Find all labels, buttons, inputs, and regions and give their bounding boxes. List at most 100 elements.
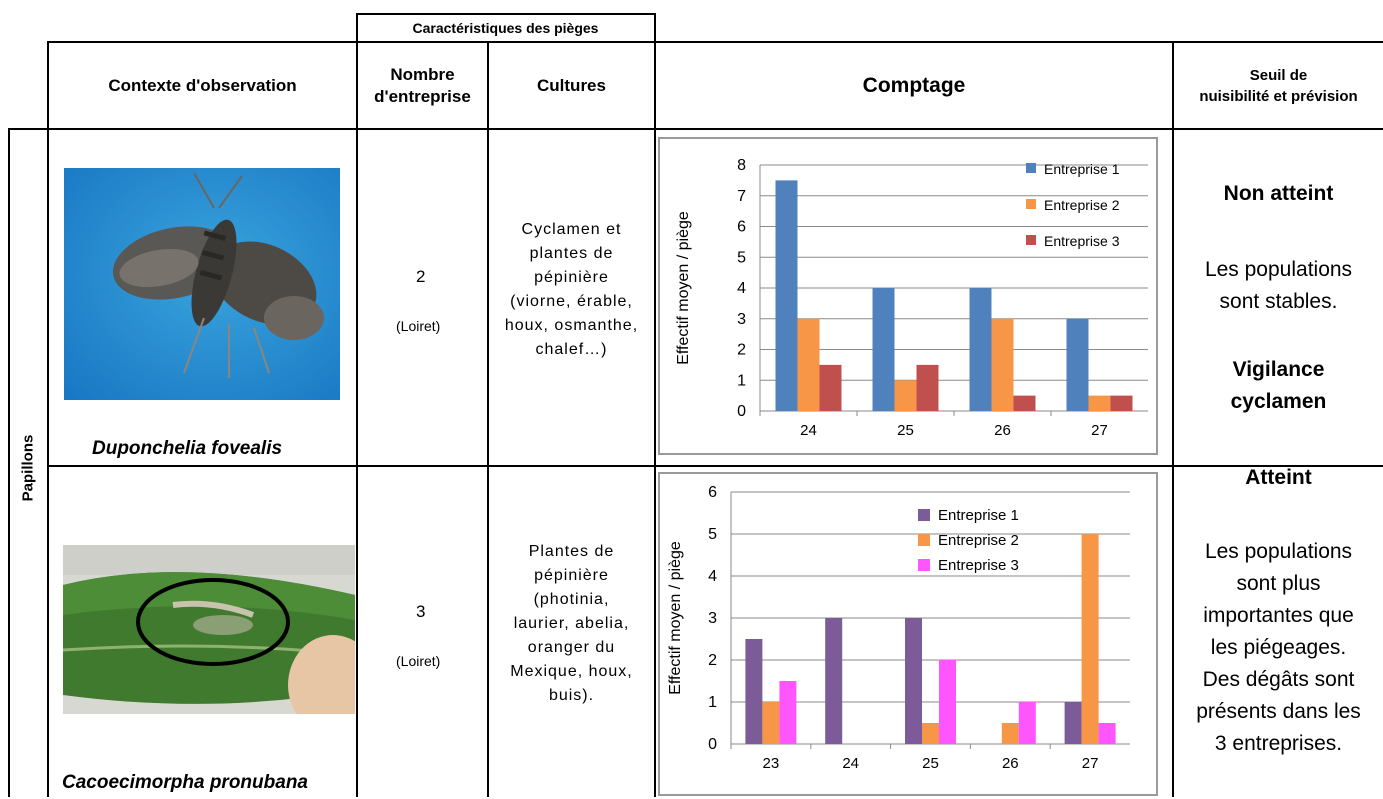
- row1-seuil-lines: Les populations sont stables.: [1174, 254, 1383, 318]
- x-tick-label: 27: [1091, 422, 1108, 439]
- cultures-line: chalef…): [535, 341, 608, 358]
- header-seuil-line1: Seuil de: [1249, 66, 1308, 84]
- legend-swatch: [1026, 235, 1036, 245]
- row2-seuil-title: Atteint: [1245, 466, 1312, 489]
- row-group-label-text: Papillons: [19, 434, 37, 502]
- row1-cultures: Cyclamen et plantes de pépinière (viorne…: [489, 218, 654, 362]
- seuil-line: présents dans les: [1196, 700, 1361, 723]
- header-group-title: Caractéristiques des pièges: [357, 14, 654, 41]
- chart1-bar-entreprise-2-27: [1088, 395, 1111, 411]
- y-tick-label: 0: [737, 403, 746, 420]
- seuil-line: Les populations: [1204, 258, 1353, 281]
- grid-line: [47, 465, 1383, 467]
- grid-line: [47, 41, 1383, 43]
- chart-frame-1: 0 1 2 3 4 5 6 7 8 24 25 26 27 Effectif moyen / piège E…: [658, 137, 1158, 455]
- chart2-bar-entreprise-1-25: [905, 618, 922, 744]
- cultures-line: houx, osmanthe,: [504, 317, 639, 334]
- row-group-label: Papillons: [10, 128, 47, 797]
- chart1-bar-entreprise-3-26: [1013, 395, 1036, 411]
- chart2-bar-entreprise-3-27: [1098, 723, 1116, 744]
- cultures-line: (viorne, érable,: [510, 293, 633, 310]
- header-context-text: Contexte d'observation: [108, 75, 297, 95]
- y-tick-label: 4: [737, 280, 746, 297]
- legend-label: Entreprise 2: [938, 532, 1019, 549]
- chart2-bar-entreprise-3-26: [1018, 702, 1036, 744]
- chart1-bar-entreprise-1-26: [969, 288, 992, 411]
- chart2-bar-entreprise-3-23: [779, 681, 797, 744]
- seuil-line: les piégeages.: [1210, 636, 1347, 659]
- y-tick-label: 0: [708, 736, 717, 753]
- x-tick-label: 23: [763, 755, 780, 772]
- species-name: Cacoecimorpha pronubana: [62, 772, 308, 793]
- legend-label: Entreprise 3: [1044, 233, 1120, 249]
- seuil-line: Les populations: [1204, 540, 1353, 563]
- x-tick-label: 27: [1082, 755, 1099, 772]
- y-tick-label: 6: [737, 219, 746, 236]
- seuil-line: sont stables.: [1219, 290, 1338, 313]
- seuil-line: 3 entreprises.: [1214, 732, 1343, 755]
- y-tick-label: 2: [708, 652, 717, 669]
- chart2-bar-entreprise-1-27: [1064, 702, 1082, 744]
- legend-label: Entreprise 1: [1044, 161, 1120, 177]
- legend-swatch: [918, 559, 930, 571]
- y-tick-label: 4: [708, 568, 717, 585]
- cultures-line: laurier, abelia,: [513, 615, 630, 632]
- chart2-bar-entreprise-2-23: [762, 702, 780, 744]
- grid-line: [1172, 41, 1174, 797]
- cultures-line: pépinière: [534, 269, 609, 286]
- cultures-line: Plantes de: [528, 543, 615, 560]
- cultures-line: pépinière: [534, 567, 609, 584]
- legend-label: Entreprise 2: [1044, 197, 1120, 213]
- y-tick-label: 2: [737, 342, 746, 359]
- grid-line: [654, 13, 656, 797]
- y-tick-label: 1: [708, 694, 717, 711]
- x-tick-label: 25: [897, 422, 914, 439]
- header-group-title-text: Caractéristiques des pièges: [412, 19, 599, 36]
- chart1-bar-entreprise-3-27: [1110, 395, 1133, 411]
- cultures-line: buis).: [548, 687, 595, 704]
- header-nombre-line2: d'entreprise: [374, 86, 471, 106]
- x-tick-label: 26: [994, 422, 1011, 439]
- y-tick-label: 3: [708, 610, 717, 627]
- chart1-bar-entreprise-3-25: [916, 364, 939, 411]
- header-seuil: Seuil de nuisibilité et prévision: [1174, 43, 1383, 128]
- cultures-line: oranger du: [527, 639, 616, 656]
- y-tick-label: 1: [737, 372, 746, 389]
- cultures-line: plantes de: [529, 245, 614, 262]
- y-axis-title: Effectif moyen / piège: [667, 541, 684, 695]
- chart1-bar-entreprise-2-24: [797, 318, 820, 411]
- legend-swatch: [918, 509, 930, 521]
- chart1-bar-entreprise-3-24: [819, 364, 842, 411]
- chart1-bar-entreprise-1-25: [872, 288, 895, 411]
- y-tick-label: 6: [708, 484, 717, 501]
- chart1-bar-entreprise-2-26: [991, 318, 1014, 411]
- seuil-line: Des dégâts sont: [1202, 668, 1355, 691]
- row2-seuil-lines: Les populations sont plus importantes qu…: [1174, 536, 1383, 760]
- legend-swatch: [918, 534, 930, 546]
- chart2-bar-entreprise-3-25: [939, 660, 956, 744]
- chart2-bar-entreprise-1-24: [825, 618, 843, 744]
- photo-duponchelia: [64, 168, 340, 400]
- header-cultures-text: Cultures: [537, 75, 606, 95]
- cultures-line: (photinia,: [533, 591, 610, 608]
- grid-line: [487, 41, 489, 797]
- chart-frame-2: 0 1 2 3 4 5 6 23 24 25 26 27 Effectif moyen / piège E…: [658, 472, 1158, 796]
- row1-seuil-extra: Vigilance cyclamen: [1174, 354, 1383, 418]
- header-seuil-line2: nuisibilité et prévision: [1199, 87, 1358, 105]
- seuil-line: sont plus: [1236, 572, 1321, 595]
- species-name: Duponchelia fovealis: [92, 438, 283, 459]
- chart2-bar-entreprise-2-26: [1001, 723, 1019, 744]
- y-tick-label: 8: [737, 157, 746, 174]
- chart2-bar-entreprise-2-27: [1081, 534, 1099, 744]
- header-cultures: Cultures: [489, 43, 654, 128]
- row2-nombre: 3: [416, 602, 426, 621]
- legend-label: Entreprise 3: [938, 557, 1019, 574]
- x-tick-label: 25: [922, 755, 939, 772]
- chart1-bar-entreprise-1-27: [1066, 318, 1089, 411]
- y-tick-label: 5: [708, 526, 717, 543]
- x-tick-label: 26: [1002, 755, 1019, 772]
- photo-cacoecimorpha: [63, 545, 355, 714]
- grid-line: [356, 13, 655, 15]
- row1-region: (Loiret): [396, 318, 441, 334]
